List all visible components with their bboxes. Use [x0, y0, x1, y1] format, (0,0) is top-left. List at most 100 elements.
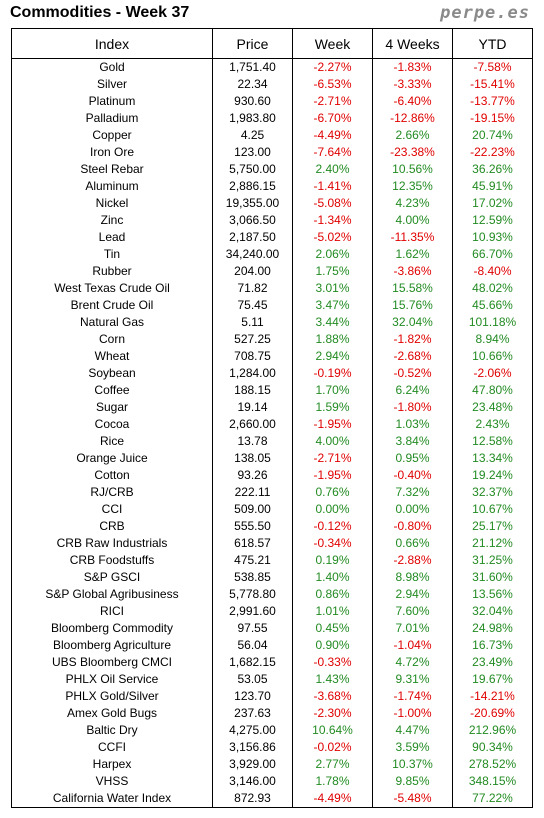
cell-four-week-change: -23.38%: [372, 144, 453, 161]
cell-ytd-change: -22.23%: [452, 144, 533, 161]
cell-ytd-change: 17.02%: [452, 195, 533, 212]
cell-week-change: 1.88%: [292, 331, 373, 348]
cell-index-name: Sugar: [95, 400, 129, 414]
table-row: S&P GSCI 538.85 1.40% 8.98% 31.60%: [12, 569, 533, 586]
cell-index-name: Wheat: [94, 349, 130, 363]
cell-week-change: -6.70%: [292, 110, 373, 127]
cell-four-week-change: 8.98%: [372, 569, 453, 586]
cell-index-name: PHLX Oil Service: [65, 672, 159, 686]
table-row: Harpex 3,929.00 2.77% 10.37% 278.52%: [12, 756, 533, 773]
cell-week-change: -7.64%: [292, 144, 373, 161]
cell-week-change: -4.49%: [292, 790, 373, 808]
cell-week-change: 0.86%: [292, 586, 373, 603]
cell-week-change: -0.19%: [292, 365, 373, 382]
table-row: Rice 13.78 4.00% 3.84% 12.58%: [12, 433, 533, 450]
table-row: Nickel 19,355.00 -5.08% 4.23% 17.02%: [12, 195, 533, 212]
table-row: RJ/CRB 222.11 0.76% 7.32% 32.37%: [12, 484, 533, 501]
table-row: Amex Gold Bugs 237.63 -2.30% -1.00% -20.69%: [12, 705, 533, 722]
table-body: Gold 1,751.40 -2.27% -1.83% -7.58% Silver 22.3…: [12, 58, 533, 808]
cell-ytd-change: -7.58%: [452, 58, 533, 76]
cell-ytd-change: 12.59%: [452, 212, 533, 229]
table-row: Bloomberg Agriculture 56.04 0.90% -1.04% 16.…: [12, 637, 533, 654]
cell-index-name: Iron Ore: [89, 145, 134, 159]
table-row: CRB Raw Industrials 618.57 -0.34% 0.66% 21.1…: [12, 535, 533, 552]
cell-price: 56.04: [212, 637, 293, 654]
cell-price: 2,886.15: [212, 178, 293, 195]
table-row: Sugar 19.14 1.59% -1.80% 23.48%: [12, 399, 533, 416]
cell-price: 34,240.00: [212, 246, 293, 263]
cell-four-week-change: 2.66%: [372, 127, 453, 144]
cell-price: 2,660.00: [212, 416, 293, 433]
cell-index-name: Zinc: [100, 213, 124, 227]
cell-ytd-change: 23.48%: [452, 399, 533, 416]
cell-week-change: -2.30%: [292, 705, 373, 722]
cell-four-week-change: -1.74%: [372, 688, 453, 705]
cell-ytd-change: 10.93%: [452, 229, 533, 246]
cell-ytd-change: 10.67%: [452, 501, 533, 518]
cell-price: 509.00: [212, 501, 293, 518]
cell-ytd-change: 31.60%: [452, 569, 533, 586]
cell-week-change: -1.34%: [292, 212, 373, 229]
cell-four-week-change: 32.04%: [372, 314, 453, 331]
cell-four-week-change: -1.80%: [372, 399, 453, 416]
cell-index-name: Nickel: [95, 196, 129, 210]
cell-week-change: -5.02%: [292, 229, 373, 246]
cell-week-change: -4.49%: [292, 127, 373, 144]
cell-week-change: -0.34%: [292, 535, 373, 552]
cell-four-week-change: -6.40%: [372, 93, 453, 110]
cell-price: 4.25: [212, 127, 293, 144]
cell-index-name: Rubber: [92, 264, 132, 278]
cell-four-week-change: -0.40%: [372, 467, 453, 484]
cell-price: 3,156.86: [212, 739, 293, 756]
brand-logo: perpe.es: [440, 3, 530, 23]
cell-price: 708.75: [212, 348, 293, 365]
cell-price: 237.63: [212, 705, 293, 722]
cell-price: 1,983.80: [212, 110, 293, 127]
cell-price: 13.78: [212, 433, 293, 450]
column-header-price: Price: [212, 28, 293, 59]
cell-ytd-change: 10.66%: [452, 348, 533, 365]
table-row: Wheat 708.75 2.94% -2.68% 10.66%: [12, 348, 533, 365]
cell-index-name: RICI: [100, 604, 124, 618]
cell-week-change: -2.27%: [292, 58, 373, 76]
page-title: Commodities - Week 37: [10, 4, 190, 21]
cell-index-name: CCI: [101, 502, 123, 516]
cell-week-change: -1.41%: [292, 178, 373, 195]
table-row: Platinum 930.60 -2.71% -6.40% -13.77%: [12, 93, 533, 110]
cell-week-change: 1.78%: [292, 773, 373, 790]
cell-week-change: -5.08%: [292, 195, 373, 212]
cell-price: 204.00: [212, 263, 293, 280]
cell-ytd-change: 2.43%: [452, 416, 533, 433]
table-row: Orange Juice 138.05 -2.71% 0.95% 13.34%: [12, 450, 533, 467]
table-row: Baltic Dry 4,275.00 10.64% 4.47% 212.96%: [12, 722, 533, 739]
table-row: West Texas Crude Oil 71.82 3.01% 15.58% 48.0…: [12, 280, 533, 297]
cell-four-week-change: -2.88%: [372, 552, 453, 569]
cell-index-name: Platinum: [88, 94, 136, 108]
cell-price: 1,682.15: [212, 654, 293, 671]
cell-four-week-change: 6.24%: [372, 382, 453, 399]
cell-index-name: Aluminum: [85, 179, 139, 193]
cell-four-week-change: 10.37%: [372, 756, 453, 773]
table-row: CCI 509.00 0.00% 0.00% 10.67%: [12, 501, 533, 518]
table-row: Tin 34,240.00 2.06% 1.62% 66.70%: [12, 246, 533, 263]
cell-ytd-change: 47.80%: [452, 382, 533, 399]
cell-ytd-change: 45.91%: [452, 178, 533, 195]
table-row: UBS Bloomberg CMCI 1,682.15 -0.33% 4.72% 23.…: [12, 654, 533, 671]
cell-index-name: Orange Juice: [76, 451, 148, 465]
cell-week-change: 1.01%: [292, 603, 373, 620]
cell-four-week-change: -3.33%: [372, 76, 453, 93]
table-row: Silver 22.34 -6.53% -3.33% -15.41%: [12, 76, 533, 93]
cell-ytd-change: 19.67%: [452, 671, 533, 688]
cell-four-week-change: 1.62%: [372, 246, 453, 263]
table-row: Gold 1,751.40 -2.27% -1.83% -7.58%: [12, 58, 533, 76]
cell-price: 872.93: [212, 790, 293, 808]
commodities-table: Index Price Week 4 Weeks YTD Gold 1,751.4…: [11, 28, 533, 808]
cell-four-week-change: 0.95%: [372, 450, 453, 467]
cell-index-name: CRB: [99, 519, 125, 533]
cell-price: 138.05: [212, 450, 293, 467]
cell-week-change: 1.43%: [292, 671, 373, 688]
cell-price: 2,991.60: [212, 603, 293, 620]
cell-index-name: Amex Gold Bugs: [66, 706, 158, 720]
cell-index-name: CRB Raw Industrials: [56, 536, 168, 550]
cell-index-name: CCFI: [98, 740, 126, 754]
